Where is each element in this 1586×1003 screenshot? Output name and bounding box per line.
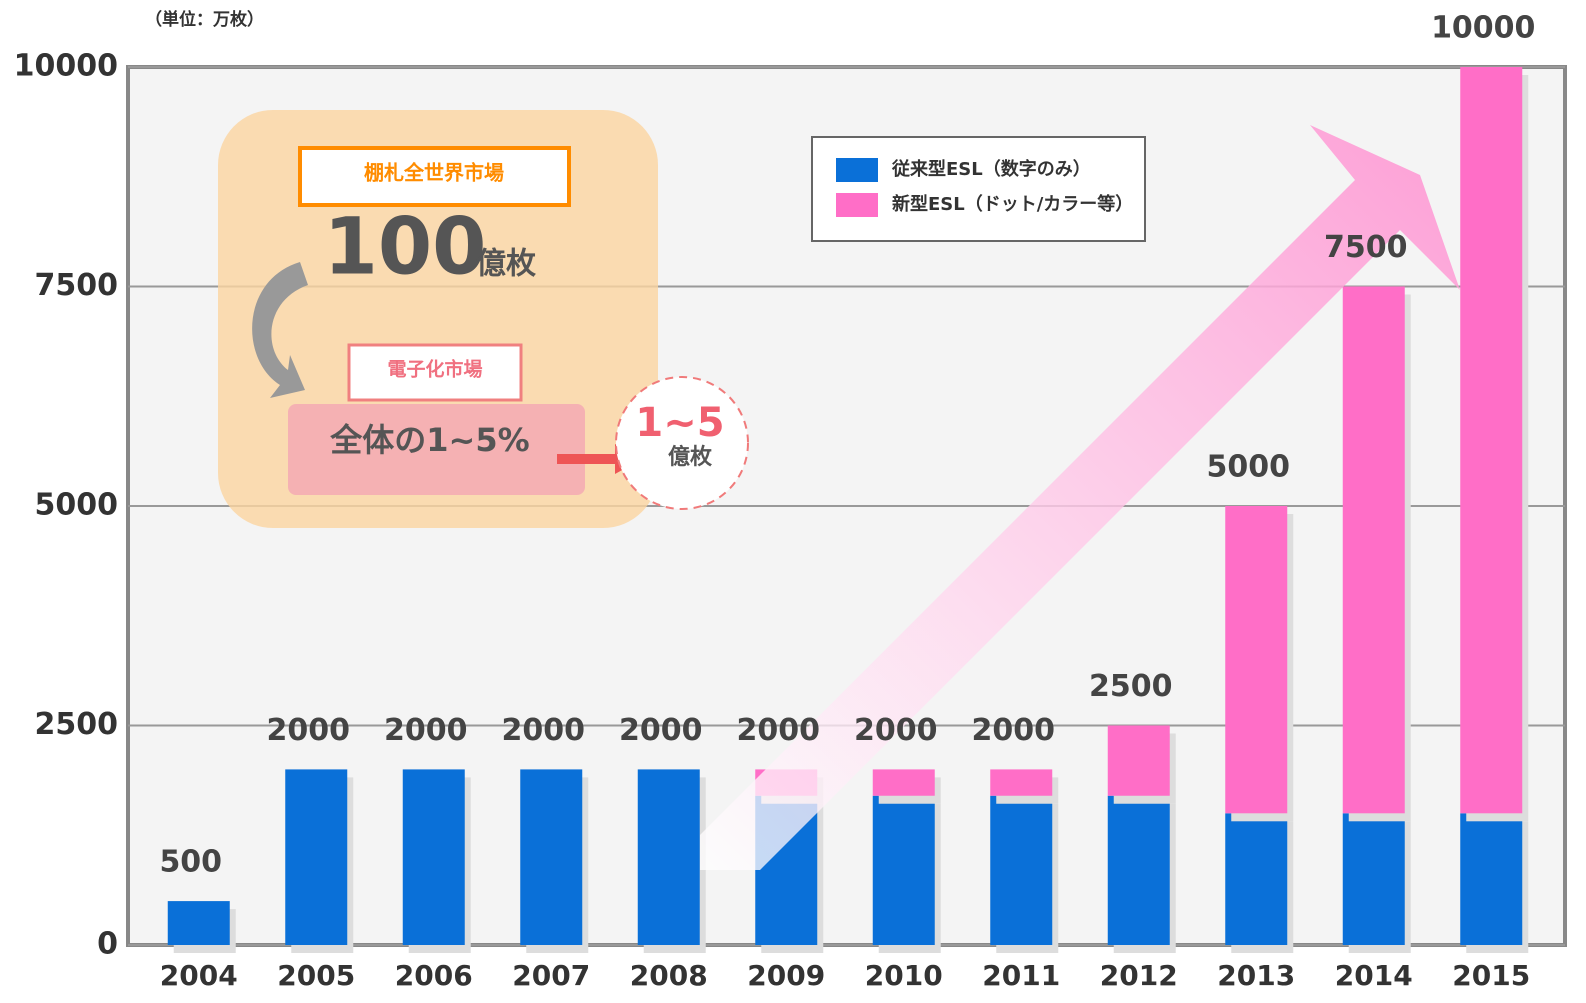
x-tick-label: 2006 [395,959,473,992]
total-label: 2000 [972,713,1056,748]
bar [1108,726,1170,796]
digital-share: 全体の1~5% [329,421,529,459]
bar [873,796,935,945]
digital-title: 電子化市場 [387,358,482,381]
market-title: 棚札全世界市場 [364,161,504,185]
x-tick-label: 2013 [1217,959,1295,992]
x-tick-label: 2005 [277,959,355,992]
y-tick-label: 10000 [14,49,118,84]
unit-label: （単位：万枚） [145,9,264,30]
total-label: 7500 [1324,230,1408,265]
bar [990,796,1052,945]
legend-label: 新型ESL（ドット/カラー等） [892,193,1133,215]
bar [1460,813,1522,945]
bar [1225,506,1287,813]
y-tick-label: 5000 [35,488,119,523]
bar [1343,287,1405,814]
total-label: 2500 [1089,669,1173,704]
legend-label: 従来型ESL（数字のみ） [891,158,1091,180]
bar [1108,796,1170,945]
x-tick-label: 2004 [160,959,238,992]
total-label: 2000 [619,713,703,748]
legend-box [812,137,1145,241]
bar [1343,813,1405,945]
bar [403,769,465,945]
y-tick-label: 2500 [35,707,119,742]
bar [638,769,700,945]
x-tick-label: 2012 [1100,959,1178,992]
page: （単位：万枚） 棚札全世界市場 100 億枚 電子化市場 全体の1~5% 1~5… [0,0,1586,1003]
x-tick-label: 2010 [865,959,943,992]
x-tick-label: 2007 [512,959,590,992]
total-label: 10000 [1431,11,1535,46]
total-label: 2000 [384,713,468,748]
bar [520,769,582,945]
bar [1460,67,1522,813]
bar [285,769,347,945]
chart: （単位：万枚） 棚札全世界市場 100 億枚 電子化市場 全体の1~5% 1~5… [0,0,1586,1003]
legend-swatch [836,158,878,182]
total-label: 500 [159,845,222,880]
total-label: 2000 [737,713,821,748]
x-tick-label: 2015 [1452,959,1530,992]
y-tick-label: 0 [97,927,118,962]
bar [873,769,935,795]
y-tick-label: 7500 [35,268,119,303]
total-label: 2000 [267,713,351,748]
x-tick-label: 2011 [982,959,1060,992]
legend-swatch [836,193,878,217]
x-tick-label: 2014 [1335,959,1413,992]
total-label: 5000 [1207,450,1291,485]
total-label: 2000 [502,713,586,748]
legend: 従来型ESL（数字のみ） 新型ESL（ドット/カラー等） [812,137,1145,241]
x-tick-label: 2008 [630,959,708,992]
bar [990,769,1052,795]
total-label: 2000 [854,713,938,748]
digital-number: 1~5 [635,400,724,446]
bar [1225,813,1287,945]
digital-unit: 億枚 [668,444,712,470]
bar [168,901,230,945]
x-tick-label: 2009 [747,959,825,992]
market-unit: 億枚 [476,247,536,282]
market-number: 100 [324,202,487,292]
